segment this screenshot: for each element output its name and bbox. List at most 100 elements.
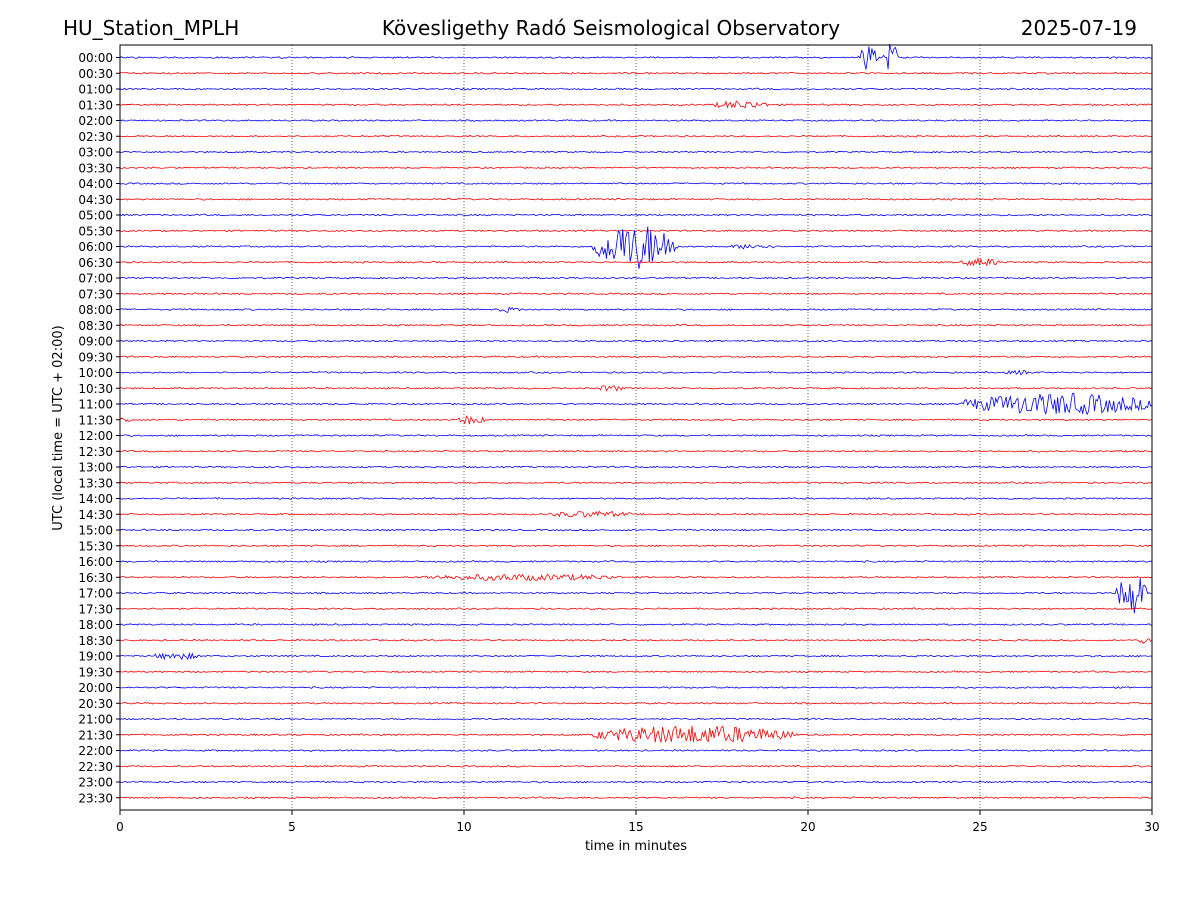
ytick-label: 21:30 <box>78 728 113 742</box>
trace-2100 <box>119 717 1153 721</box>
trace-0400 <box>119 182 1153 185</box>
trace-2130 <box>119 725 1153 743</box>
ytick-label: 17:00 <box>78 587 113 601</box>
ytick-label: 00:30 <box>78 67 113 81</box>
trace-2000 <box>119 686 1153 689</box>
ytick-label: 04:00 <box>78 177 113 191</box>
trace-0030 <box>119 71 1153 75</box>
ytick-label: 18:00 <box>78 618 113 632</box>
trace-0130 <box>119 100 1153 109</box>
trace-1630 <box>119 573 1153 582</box>
ytick-label: 13:30 <box>78 476 113 490</box>
xtick-label: 15 <box>628 820 643 834</box>
trace-0300 <box>119 150 1153 154</box>
trace-2030 <box>119 701 1153 705</box>
trace-1300 <box>119 465 1153 469</box>
xtick-label: 30 <box>1144 820 1159 834</box>
trace-1430 <box>119 510 1153 518</box>
y-axis-label: UTC (local time = UTC + 02:00) <box>51 325 66 530</box>
trace-1530 <box>119 544 1153 548</box>
trace-1830 <box>119 638 1153 644</box>
trace-0600 <box>119 226 1153 269</box>
trace-2330 <box>119 796 1153 800</box>
ytick-label: 09:00 <box>78 335 113 349</box>
ytick-label: 06:30 <box>78 256 113 270</box>
trace-0200 <box>119 119 1153 122</box>
xtick-label: 20 <box>800 820 815 834</box>
ytick-label: 00:00 <box>78 51 113 65</box>
trace-1200 <box>119 434 1153 437</box>
observatory-title: Kövesligethy Radó Seismological Observat… <box>382 16 840 40</box>
ytick-label: 05:00 <box>78 209 113 223</box>
ytick-label: 02:00 <box>78 114 113 128</box>
trace-1930 <box>119 670 1153 674</box>
ytick-label: 12:00 <box>78 429 113 443</box>
ytick-label: 05:30 <box>78 224 113 238</box>
ytick-label: 22:30 <box>78 760 113 774</box>
ytick-label: 21:00 <box>78 713 113 727</box>
trace-0430 <box>119 197 1153 201</box>
trace-1400 <box>119 497 1153 500</box>
x-axis-label: time in minutes <box>585 839 687 854</box>
ytick-label: 23:30 <box>78 791 113 805</box>
trace-0100 <box>119 87 1153 91</box>
ytick-label: 15:00 <box>78 524 113 538</box>
trace-0700 <box>119 276 1153 280</box>
ytick-label: 20:00 <box>78 681 113 695</box>
ytick-label: 03:00 <box>78 146 113 160</box>
xtick-label: 5 <box>288 820 296 834</box>
ytick-label: 16:00 <box>78 555 113 569</box>
ytick-label: 11:00 <box>78 398 113 412</box>
ytick-label: 19:30 <box>78 665 113 679</box>
ytick-label: 14:00 <box>78 492 113 506</box>
ytick-label: 23:00 <box>78 776 113 790</box>
trace-0000 <box>119 43 1153 70</box>
ytick-label: 08:00 <box>78 303 113 317</box>
ytick-label: 20:30 <box>78 697 113 711</box>
ytick-label: 09:30 <box>78 350 113 364</box>
trace-2200 <box>119 749 1153 752</box>
xtick-label: 0 <box>116 820 124 834</box>
ytick-label: 10:00 <box>78 366 113 380</box>
trace-0830 <box>119 323 1153 327</box>
ytick-label: 13:00 <box>78 461 113 475</box>
trace-0230 <box>119 134 1153 138</box>
ytick-label: 12:30 <box>78 445 113 459</box>
trace-0930 <box>119 355 1153 359</box>
trace-0730 <box>119 292 1153 296</box>
trace-1700 <box>119 577 1153 614</box>
trace-0330 <box>119 166 1153 170</box>
ytick-label: 22:00 <box>78 744 113 758</box>
trace-0630 <box>119 256 1153 267</box>
ytick-label: 02:30 <box>78 130 113 144</box>
trace-1030 <box>119 385 1153 392</box>
xtick-label: 10 <box>456 820 471 834</box>
xtick-label: 25 <box>972 820 987 834</box>
station-label: HU_Station_MPLH <box>63 16 239 40</box>
trace-1130 <box>119 415 1153 425</box>
ytick-label: 17:30 <box>78 602 113 616</box>
trace-0530 <box>119 229 1153 233</box>
trace-2230 <box>119 764 1153 768</box>
ytick-label: 01:30 <box>78 98 113 112</box>
x-axis-ticks: 0 5 10 15 20 25 30 <box>116 810 1160 834</box>
ytick-label: 01:00 <box>78 83 113 97</box>
trace-1730 <box>119 607 1153 611</box>
ytick-label: 07:00 <box>78 272 113 286</box>
trace-1330 <box>119 481 1153 485</box>
ytick-label: 07:30 <box>78 287 113 301</box>
trace-1600 <box>119 560 1153 563</box>
ytick-label: 15:30 <box>78 539 113 553</box>
plot-frame <box>119 44 1153 811</box>
trace-1900 <box>119 652 1153 661</box>
ytick-label: 11:30 <box>78 413 113 427</box>
ytick-label: 06:00 <box>78 240 113 254</box>
trace-1500 <box>119 528 1153 532</box>
ytick-label: 03:30 <box>78 161 113 175</box>
trace-0800 <box>119 306 1153 314</box>
trace-0900 <box>119 339 1153 343</box>
trace-1230 <box>119 449 1153 453</box>
